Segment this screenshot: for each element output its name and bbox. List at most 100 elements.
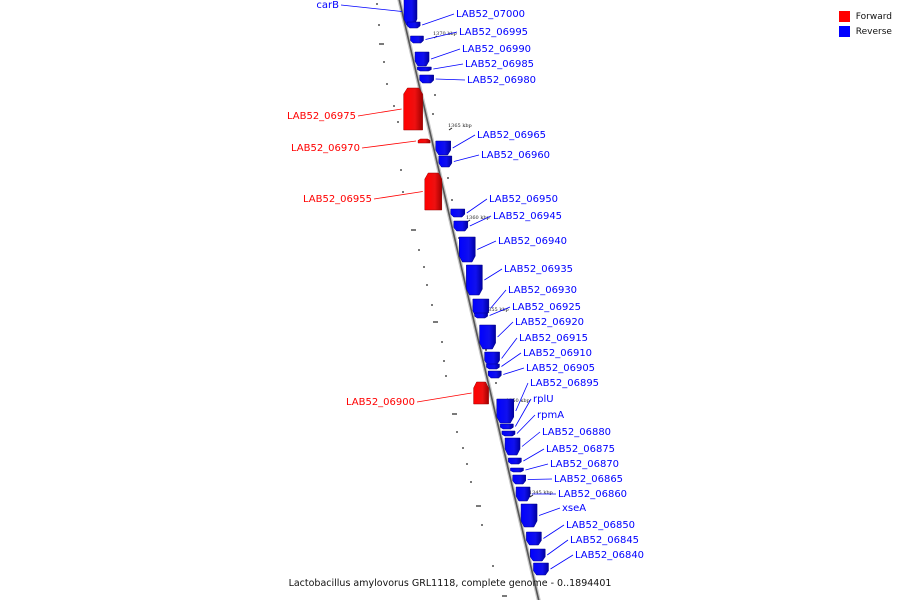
gene-label: LAB52_06930	[508, 285, 577, 296]
label-layer: carB LAB52_07000 LAB52_06995 LAB52_06990 LAB…	[287, 0, 644, 570]
gene-label: rplU	[533, 394, 554, 405]
gene-glyph	[504, 437, 521, 456]
gene-label: LAB52_06990	[462, 44, 531, 55]
reverse-swatch	[838, 26, 850, 37]
gene-glyph	[417, 138, 431, 144]
gene-leader-line	[490, 289, 507, 309]
gene-label: rpmA	[537, 410, 564, 421]
legend-reverse-label: Reverse	[855, 26, 892, 37]
gene-label: LAB52_06860	[558, 489, 627, 500]
gene-leader-line	[484, 268, 503, 281]
gene-label: LAB52_06865	[554, 474, 623, 485]
gene-label: LAB52_06880	[542, 427, 611, 438]
legend-forward-label: Forward	[855, 11, 892, 22]
gene-label: LAB52_06960	[481, 150, 550, 161]
kbp-tick-label: 1365 kbp	[448, 123, 472, 129]
gene-glyph	[508, 457, 522, 465]
gene-leader-line	[516, 414, 536, 434]
gene-glyph	[466, 264, 483, 296]
gene-label: LAB52_06915	[519, 333, 588, 344]
gene-glyph	[515, 486, 531, 502]
gene-label: LAB52_06955	[303, 194, 372, 205]
gene-leader-line	[466, 198, 488, 214]
gene-leader-line	[425, 31, 458, 40]
gene-glyph	[474, 312, 488, 319]
kbp-tick-mark	[529, 494, 534, 498]
gene-glyph	[501, 430, 516, 437]
gene-glyph	[510, 467, 524, 473]
genome-caption: Lactobacillus amylovorus GRL1118, comple…	[288, 578, 612, 589]
gene-glyph	[424, 172, 443, 211]
gene-label: LAB52_06920	[515, 317, 584, 328]
gene-glyph	[484, 351, 500, 366]
gene-leader-line	[546, 539, 569, 556]
kbp-tick-label: 1350 kbp	[506, 398, 530, 404]
gene-leader-line	[501, 352, 522, 367]
gene-label: LAB52_06840	[575, 550, 644, 561]
kbp-tick-label: 1355 kbp	[485, 307, 509, 313]
gene-label: LAB52_06870	[550, 459, 619, 470]
gene-label: LAB52_06980	[467, 75, 536, 86]
kbp-tick-label: 1345 kbp	[529, 490, 553, 496]
gene-glyph	[520, 503, 538, 528]
gene-leader-line	[435, 78, 466, 81]
gene-label: LAB52_07000	[456, 9, 525, 20]
gene-glyph	[479, 324, 496, 350]
gene-label: LAB52_06935	[504, 264, 573, 275]
gene-leader-line	[469, 215, 492, 227]
gene-label: LAB52_06975	[287, 111, 356, 122]
gene-label: LAB52_06900	[346, 397, 415, 408]
gene-glyph	[410, 35, 424, 44]
gene-label: LAB52_06910	[523, 348, 592, 359]
gene-glyph	[414, 51, 430, 67]
gene-leader-line	[361, 140, 417, 149]
gene-leader-line	[501, 337, 518, 359]
gene-glyph	[496, 398, 515, 424]
gene-glyph	[512, 474, 526, 485]
gene-leader-line	[525, 463, 549, 471]
gene-glyph	[526, 531, 542, 546]
gene-label: LAB52_06940	[498, 236, 567, 247]
gene-leader-line	[421, 13, 455, 26]
gene-label: LAB52_06970	[291, 143, 360, 154]
gene-leader-line	[452, 134, 476, 149]
gene-label: LAB52_06850	[566, 520, 635, 531]
gene-leader-line	[527, 478, 553, 480]
gene-label: xseA	[562, 503, 586, 514]
legend-reverse: Reverse	[838, 24, 892, 39]
gene-leader-line	[523, 448, 545, 462]
gene-label: LAB52_06995	[459, 27, 528, 38]
gene-label: LAB52_06985	[465, 59, 534, 70]
gene-leader-line	[515, 382, 529, 412]
gene-leader-line	[489, 306, 511, 316]
gene-label: LAB52_06895	[530, 378, 599, 389]
gene-glyph	[453, 220, 469, 232]
gene-label: LAB52_06845	[570, 535, 639, 546]
gene-glyph	[403, 0, 418, 26]
gene-leader-line	[543, 524, 565, 539]
gene-leader-line	[550, 554, 574, 570]
gene-glyph	[473, 381, 489, 405]
gene-label: LAB52_06905	[526, 363, 595, 374]
gene-label: carB	[316, 0, 339, 11]
gene-glyph	[435, 140, 451, 156]
gene-glyph	[438, 155, 453, 168]
gene-label: LAB52_06875	[546, 444, 615, 455]
gene-leader-line	[373, 191, 423, 200]
gene-glyph	[529, 548, 546, 562]
kbp-tick-label: 1360 kbp	[466, 215, 490, 221]
gene-label: LAB52_06965	[477, 130, 546, 141]
gene-leader-line	[340, 4, 403, 12]
gene-leader-line	[430, 48, 461, 60]
gene-leader-line	[477, 240, 497, 250]
legend-forward: Forward	[838, 9, 892, 24]
gene-glyph	[417, 66, 432, 72]
gene-leader-line	[497, 321, 514, 338]
forward-swatch	[838, 11, 850, 22]
kbp-tick-label: 1370 kbp	[433, 31, 457, 37]
gene-leader-line	[521, 431, 541, 447]
gene-glyph	[459, 236, 476, 263]
legend: Forward Reverse	[838, 9, 892, 39]
gene-leader-line	[357, 108, 402, 117]
